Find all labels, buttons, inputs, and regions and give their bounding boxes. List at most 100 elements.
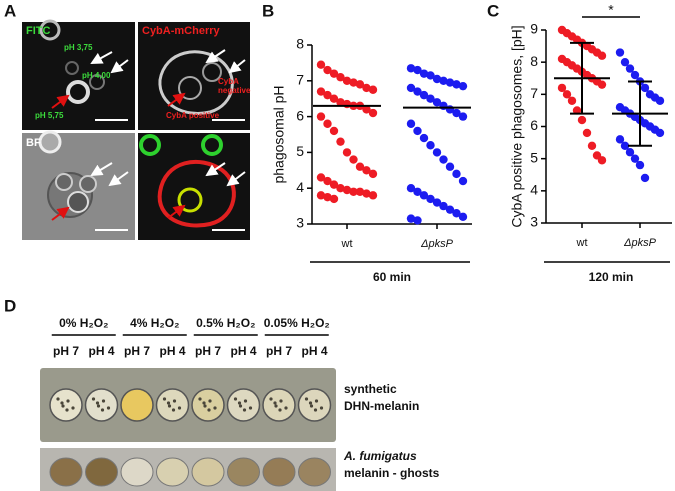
well [85, 457, 118, 487]
row-label: DHN-melanin [344, 399, 419, 413]
panel-label: C [487, 1, 499, 20]
speck [269, 397, 273, 401]
speck [314, 399, 319, 403]
speck [207, 408, 211, 412]
data-point [620, 57, 630, 67]
data-point [445, 78, 455, 87]
data-point [432, 148, 442, 157]
speck [238, 404, 243, 408]
data-point [355, 187, 365, 196]
data-point [406, 184, 416, 193]
ph-label: pH 7 [53, 344, 79, 358]
speck [100, 408, 105, 412]
speck [248, 406, 253, 410]
data-point [562, 90, 572, 99]
data-point [597, 80, 607, 89]
speck [213, 406, 217, 410]
data-point [329, 180, 339, 189]
micrograph-mcherry [138, 22, 250, 130]
speck [166, 401, 171, 405]
y-tick-label: 6 [296, 107, 304, 123]
micrograph-merge [138, 133, 250, 240]
data-point [349, 187, 358, 196]
data-point [635, 160, 645, 170]
well [262, 388, 296, 422]
data-point [458, 176, 468, 186]
data-point [640, 173, 650, 183]
data-point [419, 191, 429, 200]
x-tick-label: wt [341, 238, 353, 250]
data-point [329, 69, 339, 78]
annotation: CybA [218, 77, 239, 86]
ph-label: pH 4 [88, 344, 114, 358]
treatment-label: 0.5% H₂O₂ [196, 316, 255, 330]
data-point [336, 98, 345, 107]
data-point [323, 176, 332, 186]
micrograph-bf [22, 130, 135, 240]
annotation: pH 5,75 [35, 111, 64, 120]
data-point [368, 108, 378, 118]
data-point [625, 148, 635, 157]
speck [202, 401, 206, 405]
data-point [355, 162, 365, 171]
annotation: CybA positive [166, 111, 220, 120]
y-tick-label: 5 [530, 149, 538, 165]
y-tick-label: 4 [530, 182, 538, 198]
data-point [355, 80, 365, 89]
speck [284, 406, 288, 410]
speck [309, 404, 314, 408]
data-point [615, 135, 625, 144]
data-point [432, 98, 442, 107]
data-point [368, 191, 378, 200]
speck [101, 399, 106, 403]
annotation: negative [218, 86, 251, 95]
y-tick-label: 7 [530, 85, 538, 101]
treatment-label: 4% H₂O₂ [130, 316, 179, 330]
data-point [572, 106, 582, 115]
data-point [413, 126, 422, 136]
speck [172, 399, 177, 403]
row-label: synthetic [344, 382, 397, 396]
well [156, 457, 189, 487]
data-point [329, 126, 339, 136]
speck [71, 406, 75, 410]
speck [96, 404, 101, 408]
speck [274, 404, 278, 408]
speck [208, 399, 212, 403]
data-point [368, 169, 378, 179]
panel-label: D [4, 296, 16, 315]
data-point [413, 87, 422, 96]
data-point [413, 216, 422, 225]
data-point [419, 90, 429, 100]
data-point [426, 71, 435, 80]
data-point [362, 105, 371, 114]
data-point [452, 209, 461, 218]
data-point [452, 169, 461, 179]
annotation: pH 3,75 [64, 43, 93, 52]
data-point [432, 198, 442, 207]
micrograph-fitc [22, 19, 135, 130]
group-label: 60 min [373, 270, 411, 284]
data-point [458, 112, 468, 121]
data-point [655, 128, 665, 138]
data-point [413, 65, 422, 75]
speck [56, 397, 60, 401]
x-tick-label: ΔpksP [623, 237, 656, 249]
data-point [342, 76, 352, 86]
data-point [458, 212, 468, 222]
data-point [336, 184, 345, 193]
speck [171, 408, 176, 412]
data-point [368, 85, 378, 94]
well [227, 457, 260, 487]
data-point [426, 194, 435, 204]
data-point [323, 65, 332, 75]
data-point [316, 60, 326, 69]
data-point [316, 191, 326, 200]
data-point [452, 80, 461, 89]
speck [278, 408, 282, 412]
treatment-label: 0.05% H₂O₂ [264, 316, 330, 330]
well [49, 457, 83, 487]
data-point [458, 81, 468, 91]
well [155, 388, 190, 422]
